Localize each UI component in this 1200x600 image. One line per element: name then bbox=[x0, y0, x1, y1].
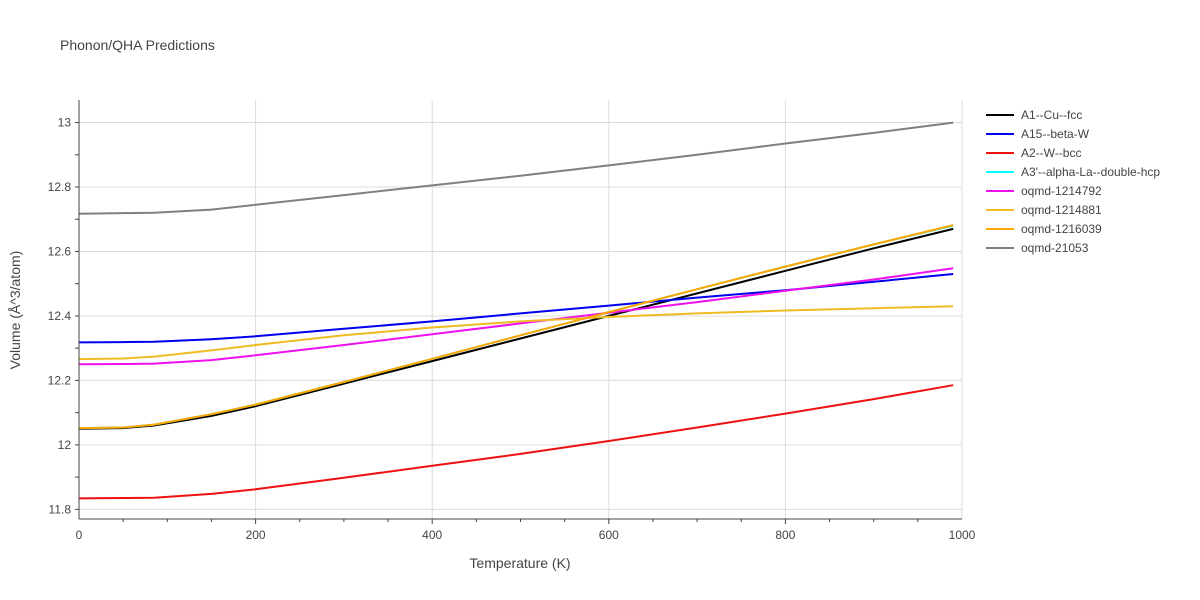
series-line bbox=[78, 384, 954, 500]
series-line bbox=[78, 227, 954, 430]
y-axis-title: Volume (Å^3/atom) bbox=[7, 251, 23, 370]
x-tick-label: 600 bbox=[599, 528, 619, 542]
y-tick-label: 12.4 bbox=[48, 309, 72, 323]
legend-label: oqmd-1216039 bbox=[1021, 222, 1102, 236]
y-tick-label: 12 bbox=[58, 438, 72, 452]
y-tick-labels: 11.8 12 12.2 12.4 12.6 12.8 13 bbox=[48, 116, 79, 516]
y-tick-label: 12.8 bbox=[48, 180, 72, 194]
series-line bbox=[78, 273, 954, 344]
y-tick-label: 12.2 bbox=[48, 373, 72, 387]
chart-title: Phonon/QHA Predictions bbox=[60, 37, 215, 53]
series-line bbox=[78, 224, 954, 430]
series-line bbox=[78, 305, 954, 361]
x-tick-label: 800 bbox=[775, 528, 795, 542]
x-tick-label: 200 bbox=[246, 528, 266, 542]
series-line bbox=[78, 121, 954, 215]
x-tick-label: 400 bbox=[422, 528, 442, 542]
legend: A1--Cu--fcc A15--beta-W A2--W--bcc A3'--alp… bbox=[986, 108, 1160, 255]
series-line bbox=[78, 224, 954, 430]
legend-label: oqmd-1214792 bbox=[1021, 184, 1102, 198]
legend-label: A1--Cu--fcc bbox=[1021, 108, 1082, 122]
legend-label: oqmd-21053 bbox=[1021, 241, 1089, 255]
x-axis-title: Temperature (K) bbox=[469, 555, 570, 571]
y-tick-label: 12.6 bbox=[48, 244, 72, 258]
legend-label: A2--W--bcc bbox=[1021, 146, 1081, 160]
plot-area bbox=[78, 121, 954, 500]
legend-label: A3'--alpha-La--double-hcp bbox=[1021, 165, 1160, 179]
y-tick-label: 13 bbox=[58, 116, 72, 130]
y-tick-label: 11.8 bbox=[49, 502, 72, 516]
series-line bbox=[78, 267, 954, 366]
x-tick-label: 1000 bbox=[949, 528, 976, 542]
legend-label: A15--beta-W bbox=[1021, 127, 1090, 141]
legend-label: oqmd-1214881 bbox=[1021, 203, 1102, 217]
x-tick-label: 0 bbox=[76, 528, 83, 542]
x-tick-labels: 0 200 400 600 800 1000 bbox=[76, 519, 976, 542]
